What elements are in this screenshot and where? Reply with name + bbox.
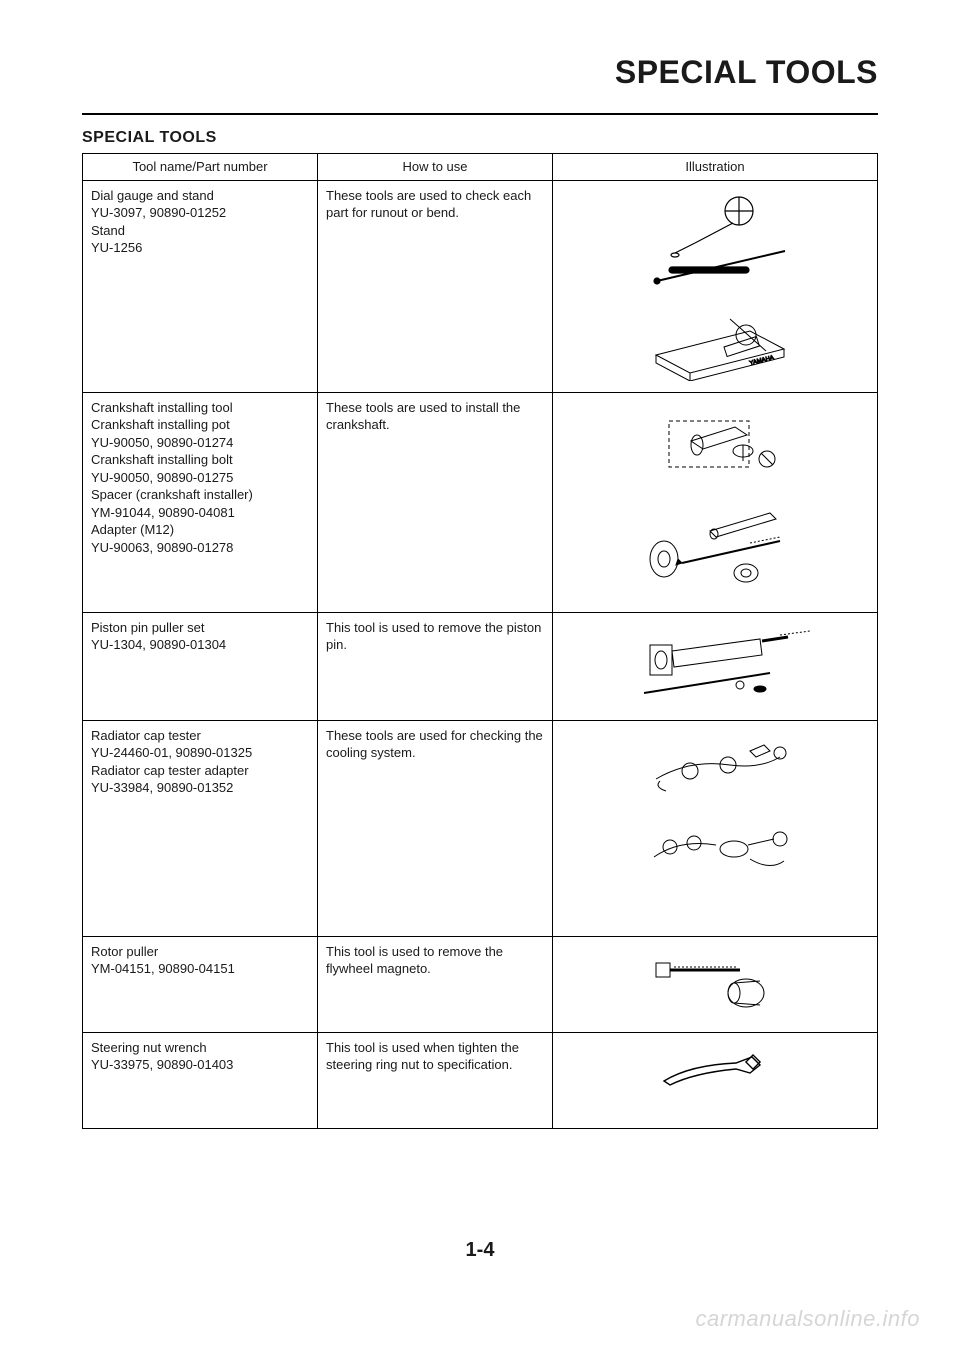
tool-use: These tools are used for checking the co… xyxy=(326,727,544,762)
tool-use: These tools are used to install the cran… xyxy=(326,399,544,434)
table-row: Steering nut wrench YU-33975, 90890-0140… xyxy=(83,1032,878,1128)
page-title: SPECIAL TOOLS xyxy=(82,54,878,91)
illustration xyxy=(561,401,869,591)
table-row: Rotor puller YM-04151, 90890-04151 This … xyxy=(83,936,878,1032)
manual-page: SPECIAL TOOLS SPECIAL TOOLS Tool name/Pa… xyxy=(0,0,960,1358)
tool-name: Dial gauge and stand YU-3097, 90890-0125… xyxy=(91,187,309,257)
tool-use: This tool is used to remove the flywheel… xyxy=(326,943,544,978)
section-heading: SPECIAL TOOLS xyxy=(82,129,878,147)
col-header-illustration: Illustration xyxy=(553,154,878,181)
tool-use: This tool is used to remove the piston p… xyxy=(326,619,544,654)
illustration xyxy=(561,729,869,879)
tool-use: This tool is used when tighten the steer… xyxy=(326,1039,544,1074)
table-row: Piston pin puller set YU-1304, 90890-013… xyxy=(83,612,878,720)
table-body: Dial gauge and stand YU-3097, 90890-0125… xyxy=(83,180,878,1128)
table-row: Radiator cap tester YU-24460-01, 90890-0… xyxy=(83,720,878,936)
illustration xyxy=(561,1041,869,1097)
col-header-tool: Tool name/Part number xyxy=(83,154,318,181)
table-row: Crankshaft installing tool Crankshaft in… xyxy=(83,392,878,612)
tool-use: These tools are used to check each part … xyxy=(326,187,544,222)
tool-name: Radiator cap tester YU-24460-01, 90890-0… xyxy=(91,727,309,797)
table-header-row: Tool name/Part number How to use Illustr… xyxy=(83,154,878,181)
illustration xyxy=(561,945,869,1015)
page-number: 1-4 xyxy=(0,1239,960,1262)
tool-name: Piston pin puller set YU-1304, 90890-013… xyxy=(91,619,309,654)
illustration xyxy=(561,621,869,703)
illustration: YAMAHA xyxy=(561,189,869,381)
col-header-use: How to use xyxy=(318,154,553,181)
special-tools-table: Tool name/Part number How to use Illustr… xyxy=(82,153,878,1129)
watermark: carmanualsonline.info xyxy=(695,1306,920,1332)
tool-name: Rotor puller YM-04151, 90890-04151 xyxy=(91,943,309,978)
divider xyxy=(82,113,878,115)
tool-name: Steering nut wrench YU-33975, 90890-0140… xyxy=(91,1039,309,1074)
table-row: Dial gauge and stand YU-3097, 90890-0125… xyxy=(83,180,878,392)
tool-name: Crankshaft installing tool Crankshaft in… xyxy=(91,399,309,557)
